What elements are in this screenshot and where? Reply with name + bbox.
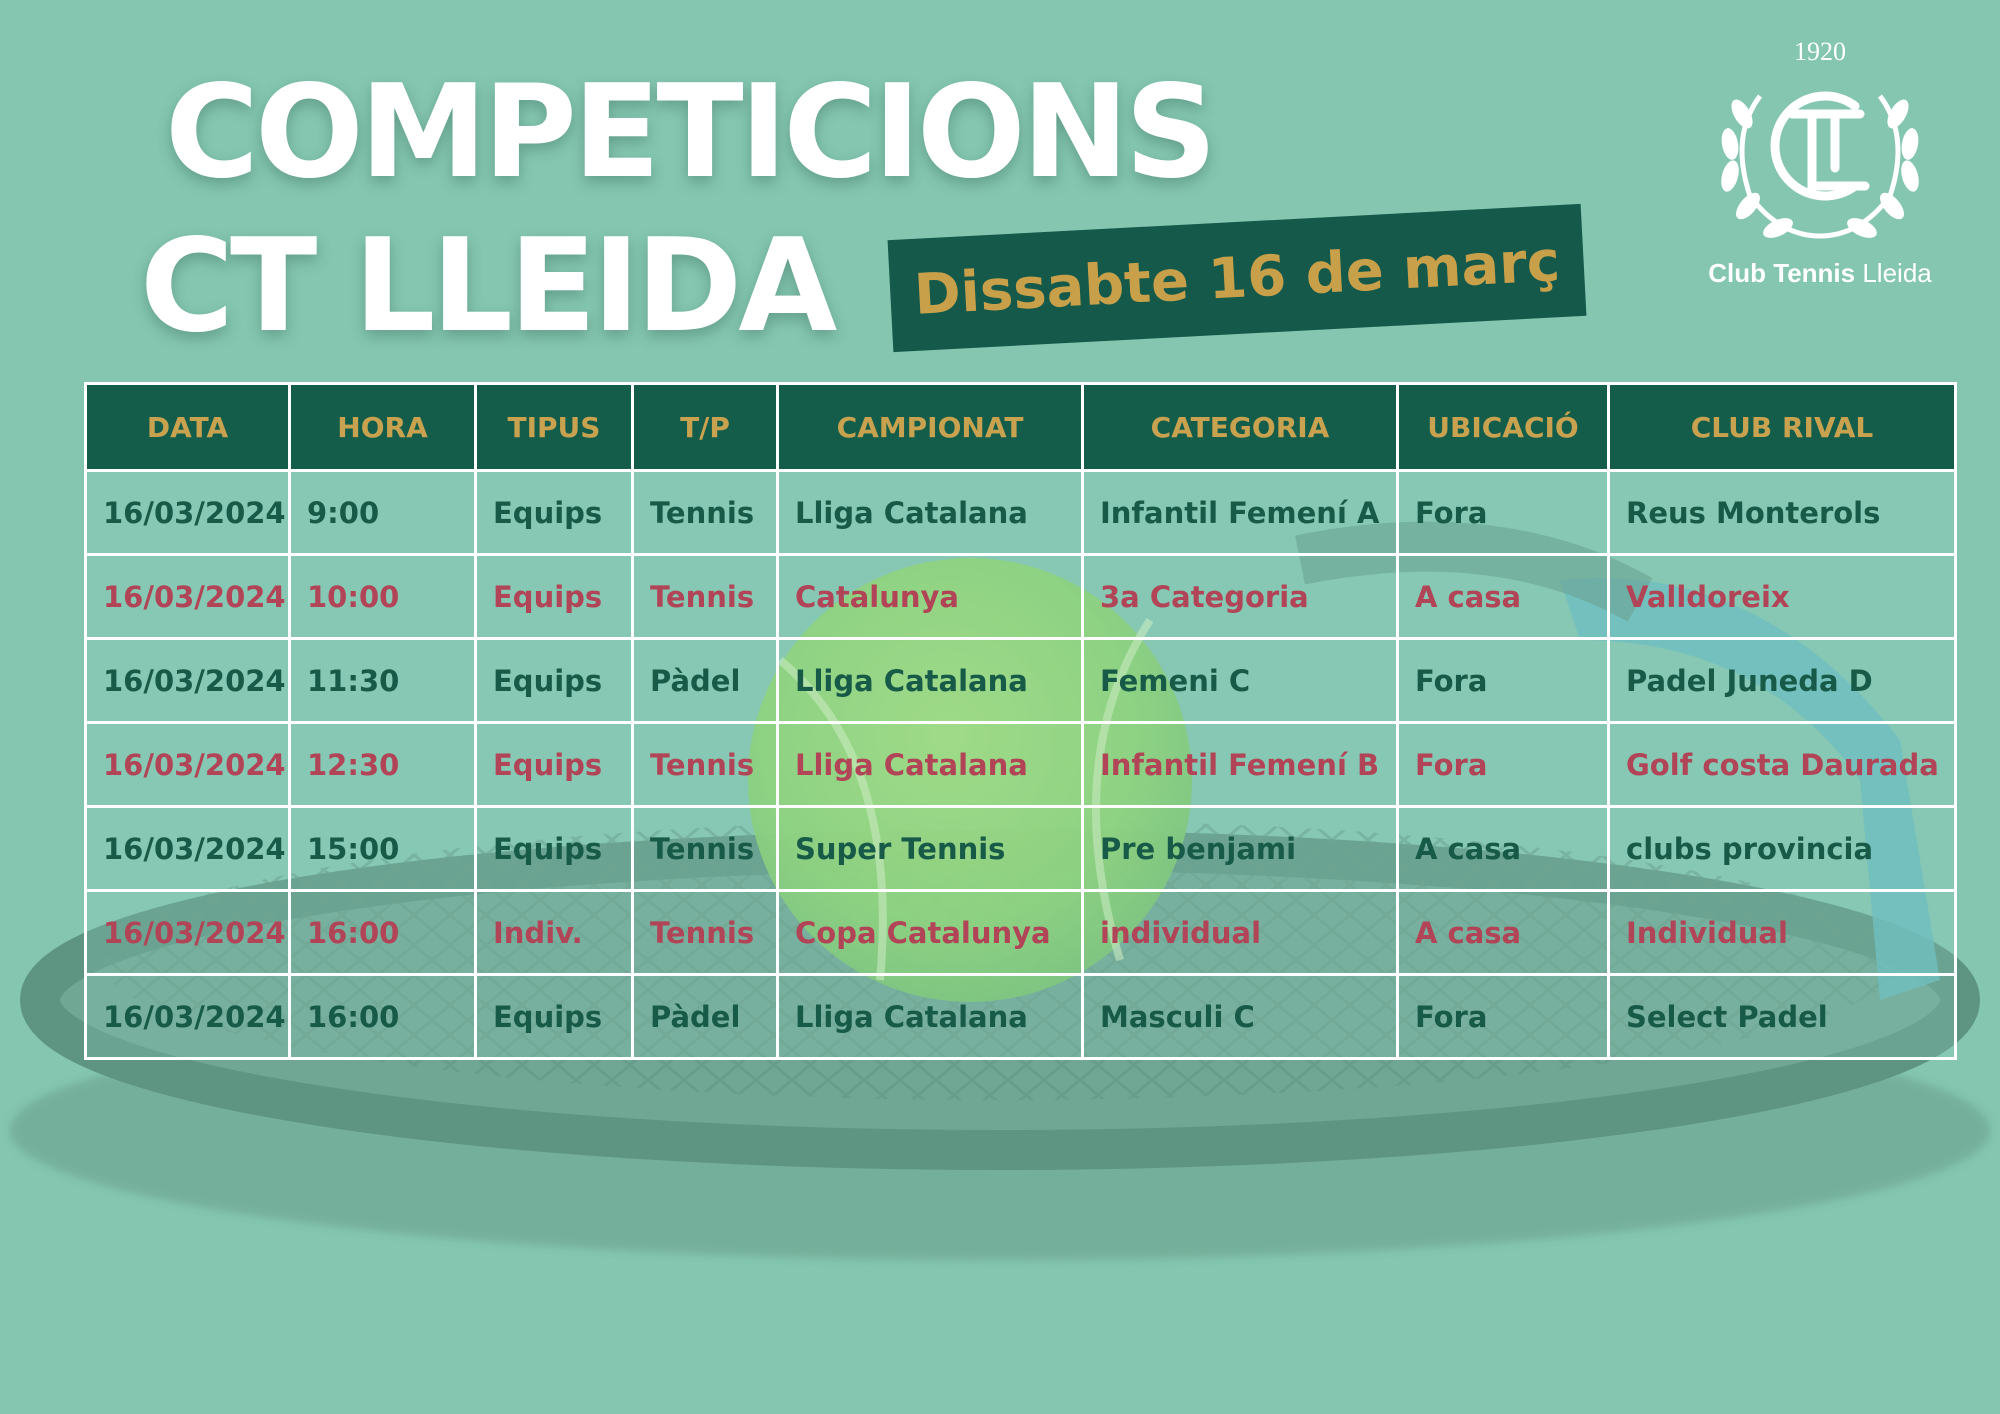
table-cell: Equips	[474, 469, 634, 556]
table-cell: Fora	[1396, 973, 1610, 1060]
table-cell: Indiv.	[474, 889, 634, 976]
table-cell: Equips	[474, 973, 634, 1060]
table-cell: Golf costa Daurada	[1607, 721, 1957, 808]
table-cell: Pàdel	[631, 637, 779, 724]
header-data: DATA	[84, 382, 291, 472]
title-line-2: CT LLEIDA	[140, 212, 837, 361]
table-cell: Select Padel	[1607, 973, 1957, 1060]
table-row: 16/03/2024 11:30 Equips Pàdel Lliga Catalana…	[84, 637, 1957, 724]
table-cell: Super Tennis	[776, 805, 1084, 892]
table-cell: 11:30	[288, 637, 477, 724]
table-cell: Infantil Femení B	[1081, 721, 1399, 808]
club-logo: 1920	[1721, 37, 1919, 239]
table-cell: 16/03/2024	[84, 805, 291, 892]
table-cell: Femeni C	[1081, 637, 1399, 724]
competitions-table: DATA HORA TIPUS T/P CAMPIONAT CATEGORIA …	[84, 382, 1957, 1060]
table-cell: Copa Catalunya	[776, 889, 1084, 976]
table-cell: Fora	[1396, 469, 1610, 556]
table-cell: clubs provincia	[1607, 805, 1957, 892]
table-cell: Catalunya	[776, 553, 1084, 640]
header-categoria: CATEGORIA	[1081, 382, 1399, 472]
table-cell: Tennis	[631, 721, 779, 808]
table-row: 16/03/2024 15:00 Equips Tennis Super Tennis P…	[84, 805, 1957, 892]
ctl-monogram-icon	[1770, 91, 1870, 201]
table-cell: Lliga Catalana	[776, 973, 1084, 1060]
table-cell: Lliga Catalana	[776, 721, 1084, 808]
header-tipus: TIPUS	[474, 382, 634, 472]
table-cell: Padel Juneda D	[1607, 637, 1957, 724]
table-cell: Fora	[1396, 637, 1610, 724]
table-cell: 16/03/2024	[84, 889, 291, 976]
table-cell: Tennis	[631, 805, 779, 892]
table-cell: 16/03/2024	[84, 637, 291, 724]
table-cell: 16/03/2024	[84, 721, 291, 808]
table-cell: Pàdel	[631, 973, 779, 1060]
header-tp: T/P	[631, 382, 779, 472]
table-cell: A casa	[1396, 889, 1610, 976]
table-cell: Individual	[1607, 889, 1957, 976]
logo-caption-light: Lleida	[1862, 258, 1932, 288]
table-cell: 16/03/2024	[84, 553, 291, 640]
table-cell: Pre benjami	[1081, 805, 1399, 892]
logo-caption-bold: Club Tennis	[1708, 258, 1856, 288]
table-cell: Equips	[474, 805, 634, 892]
table-cell: Valldoreix	[1607, 553, 1957, 640]
table-cell: 10:00	[288, 553, 477, 640]
header-hora: HORA	[288, 382, 477, 472]
table-cell: 16:00	[288, 973, 477, 1060]
table-cell: 9:00	[288, 469, 477, 556]
header-campionat: CAMPIONAT	[776, 382, 1084, 472]
table-row: 16/03/2024 16:00 Equips Pàdel Lliga Catalana…	[84, 973, 1957, 1060]
table-cell: 16/03/2024	[84, 973, 291, 1060]
table-row: 16/03/2024 10:00 Equips Tennis Catalunya 3a C…	[84, 553, 1957, 640]
table-cell: Reus Monterols	[1607, 469, 1957, 556]
table-cell: Equips	[474, 637, 634, 724]
table-cell: Equips	[474, 553, 634, 640]
table-cell: 16/03/2024	[84, 469, 291, 556]
table-cell: 16:00	[288, 889, 477, 976]
table-cell: A casa	[1396, 553, 1610, 640]
laurel-icon	[1721, 94, 1919, 239]
table-cell: Fora	[1396, 721, 1610, 808]
date-banner-text: Dissabte 16 de març	[912, 228, 1562, 328]
header-ubicacio: UBICACIÓ	[1396, 382, 1610, 472]
table-cell: A casa	[1396, 805, 1610, 892]
table-cell: individual	[1081, 889, 1399, 976]
title-line-1: COMPETICIONS	[165, 58, 1217, 207]
logo-caption: Club Tennis Lleida	[1690, 258, 1950, 289]
table-cell: Equips	[474, 721, 634, 808]
table-cell: Tennis	[631, 553, 779, 640]
table-row: 16/03/2024 16:00 Indiv. Tennis Copa Cataluny…	[84, 889, 1957, 976]
table-cell: Infantil Femení A	[1081, 469, 1399, 556]
table-cell: 12:30	[288, 721, 477, 808]
table-cell: Tennis	[631, 469, 779, 556]
table-row: 16/03/2024 9:00 Equips Tennis Lliga Catalana…	[84, 469, 1957, 556]
table-row: 16/03/2024 12:30 Equips Tennis Lliga Catalan…	[84, 721, 1957, 808]
table-cell: 3a Categoria	[1081, 553, 1399, 640]
table-cell: Lliga Catalana	[776, 637, 1084, 724]
table-cell: 15:00	[288, 805, 477, 892]
table-header-row: DATA HORA TIPUS T/P CAMPIONAT CATEGORIA …	[84, 382, 1957, 472]
header-club-rival: CLUB RIVAL	[1607, 382, 1957, 472]
table-cell: Lliga Catalana	[776, 469, 1084, 556]
table-cell: Tennis	[631, 889, 779, 976]
table-cell: Masculi C	[1081, 973, 1399, 1060]
logo-year: 1920	[1794, 37, 1846, 66]
